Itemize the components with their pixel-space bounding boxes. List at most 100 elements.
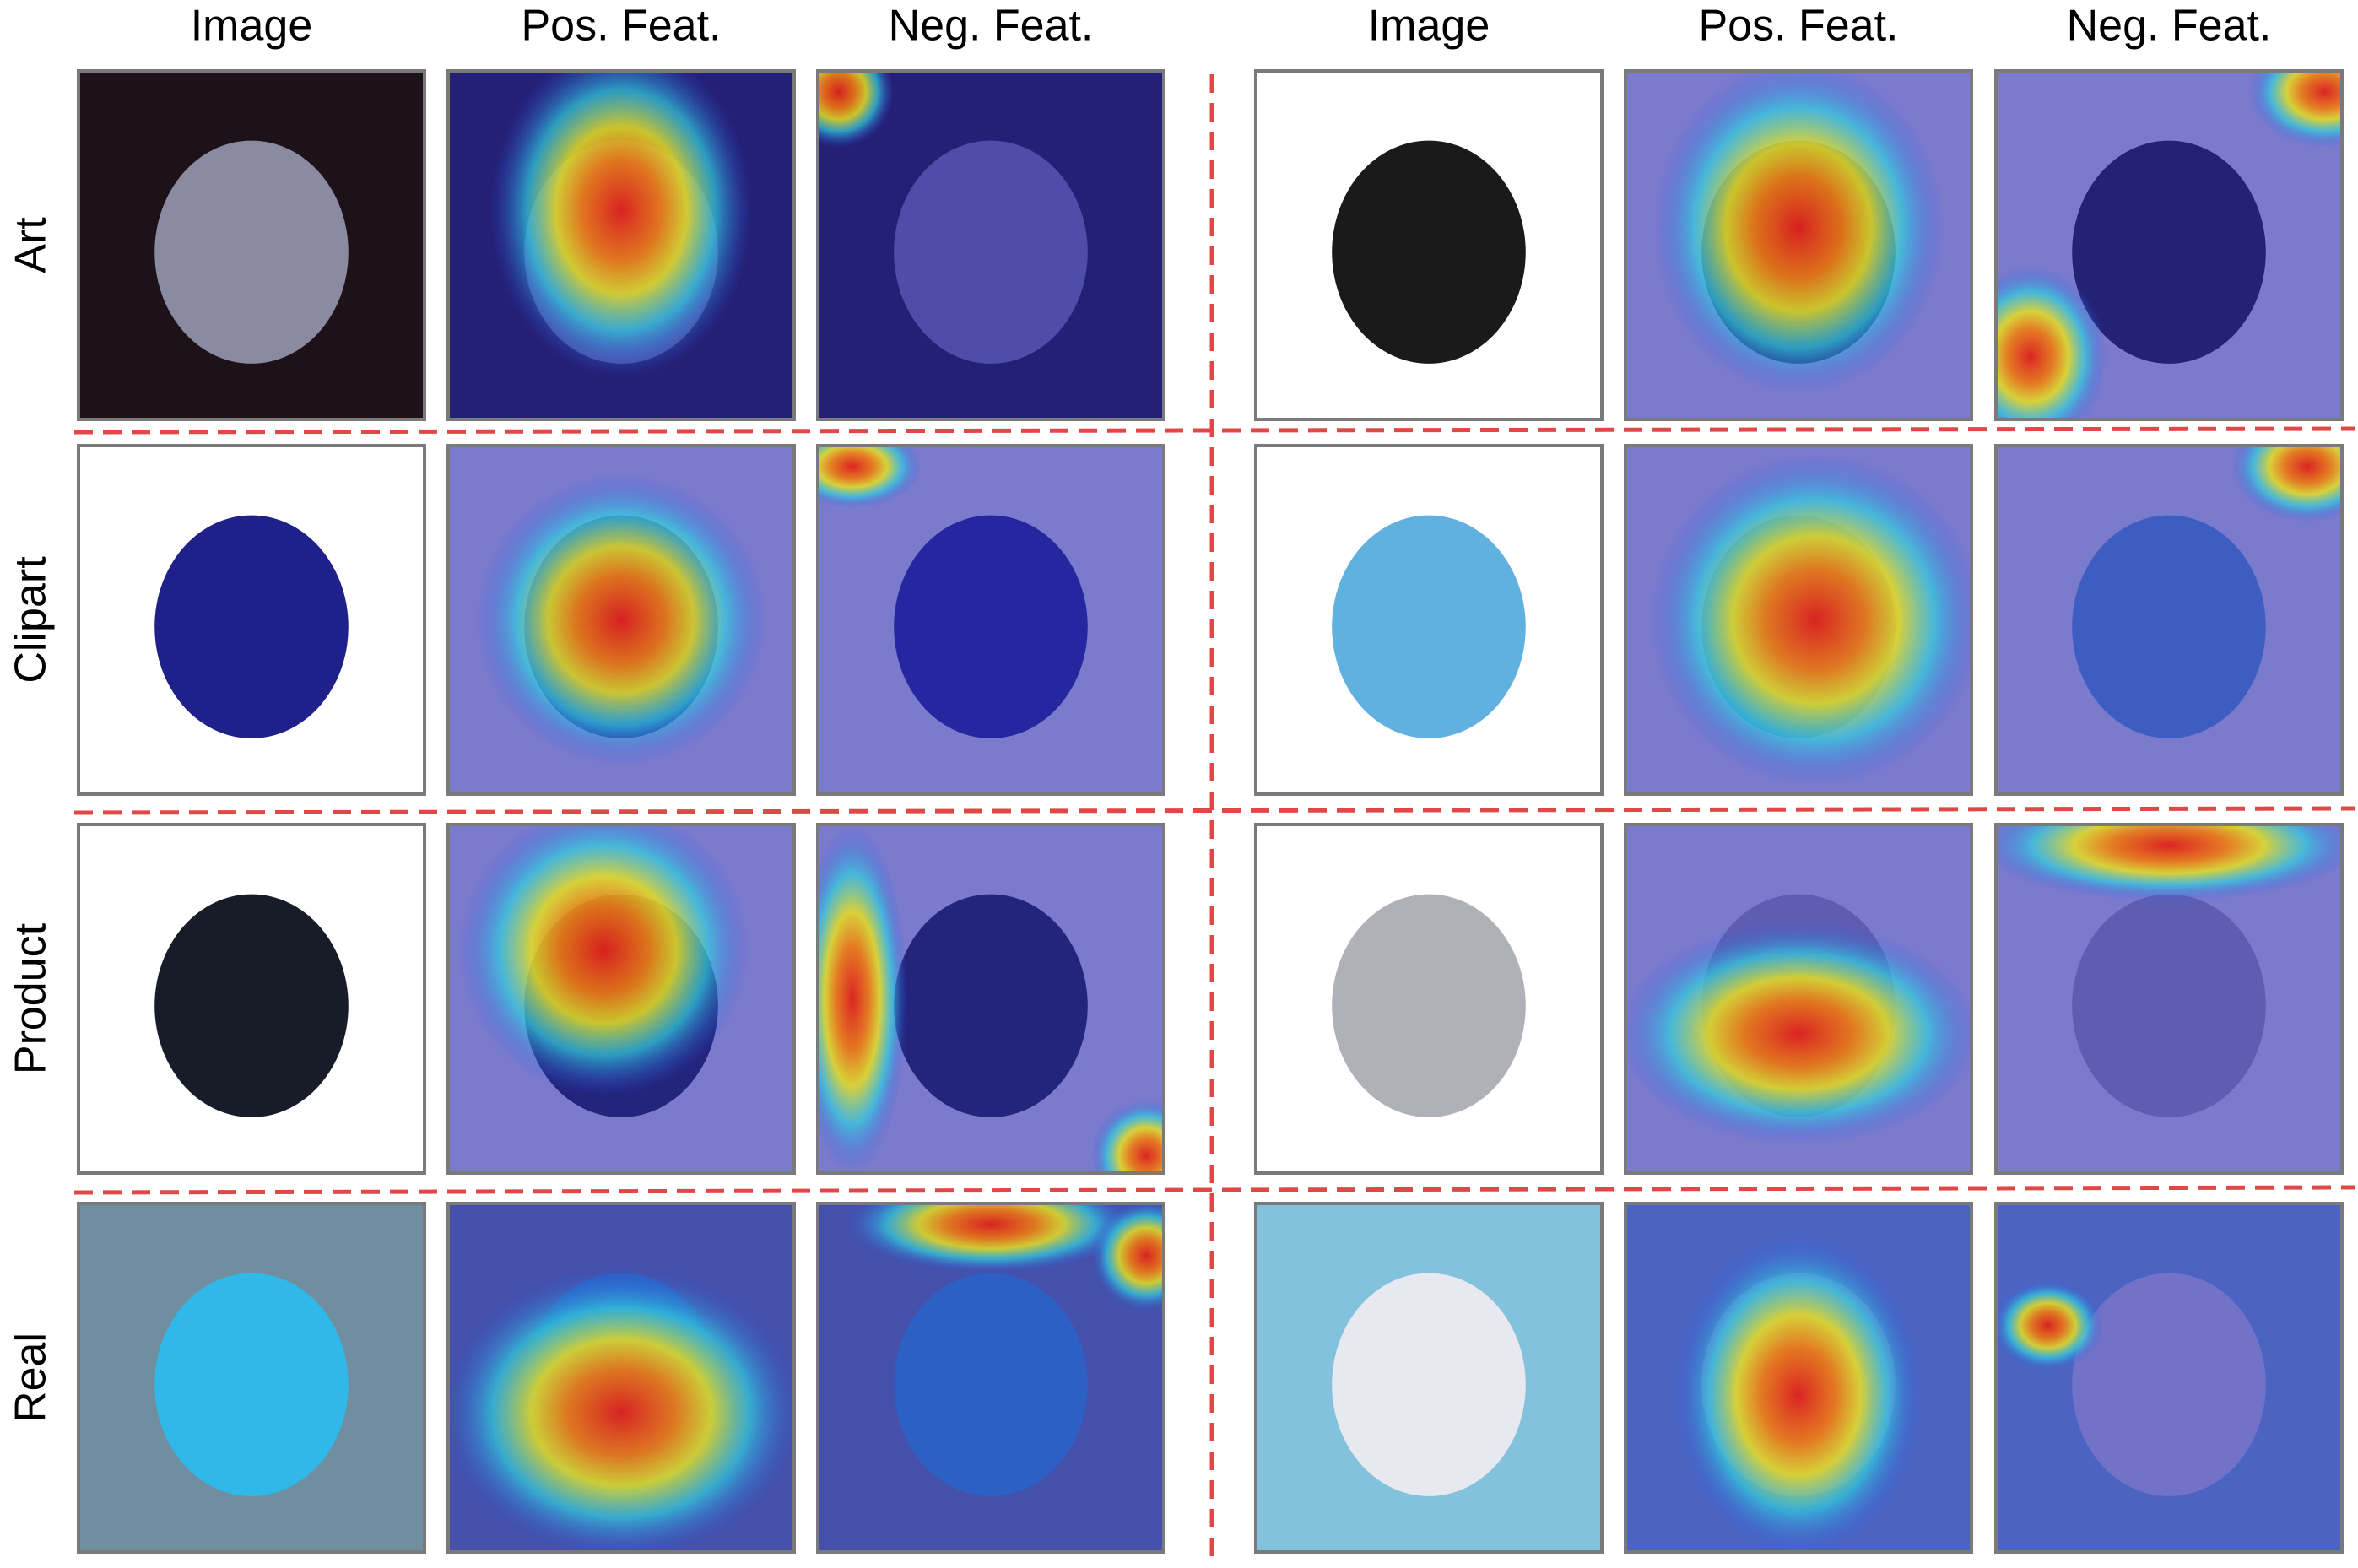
column-header: Neg. Feat. (2067, 2, 2272, 51)
panel-content (818, 71, 1164, 419)
positive-heatmap (446, 1202, 796, 1554)
panel-content (78, 1203, 425, 1552)
panel-content (1256, 71, 1602, 419)
panel-content (818, 1203, 1164, 1552)
image-panel (1254, 69, 1604, 421)
panel-border (1994, 1202, 2344, 1554)
blue-overlay (1996, 1203, 2342, 1552)
row-label: Real (7, 1333, 56, 1423)
panel-border (1624, 69, 1973, 421)
panel-content (448, 446, 794, 794)
column-header: Pos. Feat. (1699, 2, 1899, 51)
row-label: Product (7, 922, 56, 1074)
panel-content (1256, 825, 1602, 1173)
panel-object (154, 1273, 349, 1496)
panel-border (446, 444, 796, 796)
panel-border (1254, 823, 1604, 1175)
panel-object (1332, 140, 1526, 364)
panel-content (818, 825, 1164, 1173)
panel-border (816, 444, 1165, 796)
heat-spot (489, 71, 753, 378)
heat-spot (1652, 71, 1944, 396)
panel-content (1996, 825, 2342, 1173)
panel-object (154, 894, 349, 1117)
column-header: Image (1368, 2, 1490, 51)
negative-heatmap (816, 444, 1165, 796)
panel-object (1332, 894, 1526, 1117)
positive-heatmap (446, 444, 796, 796)
panel-border (1994, 444, 2344, 796)
panel-content (78, 71, 425, 419)
negative-heatmap (1994, 69, 2344, 421)
panel-object (1332, 515, 1526, 738)
panel-content (78, 825, 425, 1173)
row-separator (73, 1185, 2355, 1195)
panel-content (1996, 446, 2342, 794)
panel-border (1624, 823, 1973, 1175)
negative-heatmap (1994, 444, 2344, 796)
heat-spot (818, 825, 908, 1173)
panel-content (1625, 446, 1971, 794)
heat-spot (1996, 825, 2342, 901)
negative-heatmap (816, 1202, 1165, 1554)
panel-border (77, 69, 426, 421)
negative-heatmap (1994, 823, 2344, 1175)
panel-border (446, 823, 796, 1175)
panel-content (1625, 1203, 1971, 1552)
panel-border (446, 1202, 796, 1554)
row-label: Art (7, 217, 56, 273)
panel-content (448, 825, 794, 1173)
panel-content (448, 71, 794, 419)
image-panel (77, 823, 426, 1175)
panel-object (154, 140, 349, 364)
heat-spot (1625, 922, 1971, 1145)
panel-border (816, 1202, 1165, 1554)
panel-border (1254, 444, 1604, 796)
panel-content (818, 446, 1164, 794)
panel-border (77, 444, 426, 796)
panel-border (1994, 69, 2344, 421)
panel-object (154, 515, 349, 738)
column-header: Pos. Feat. (522, 2, 722, 51)
positive-heatmap (446, 823, 796, 1175)
image-panel (77, 1202, 426, 1554)
positive-heatmap (1624, 823, 1973, 1175)
panel-content (78, 446, 425, 794)
panel-border (816, 69, 1165, 421)
panel-border (446, 69, 796, 421)
panel-border (1254, 1202, 1604, 1554)
heat-spot (2231, 446, 2342, 522)
panel-object (1332, 1273, 1526, 1496)
panel-grid (77, 69, 2344, 1554)
image-panel (1254, 1202, 1604, 1554)
panel-content (1625, 71, 1971, 419)
panel-border (1624, 444, 1973, 796)
column-header: Image (191, 2, 313, 51)
heat-spot (818, 71, 895, 148)
panel-content (1256, 1203, 1602, 1552)
panel-border (77, 823, 426, 1175)
heat-spot (818, 446, 922, 509)
panel-content (1996, 1203, 2342, 1552)
heat-spot (1649, 452, 1971, 787)
positive-heatmap (1624, 1202, 1973, 1554)
heat-spot (448, 1266, 794, 1552)
positive-heatmap (1624, 69, 1973, 421)
column-header: Neg. Feat. (889, 2, 1094, 51)
row-separator (73, 426, 2355, 435)
negative-heatmap (1994, 1202, 2344, 1554)
image-panel (1254, 823, 1604, 1175)
heat-spot (1996, 1279, 2104, 1371)
negative-heatmap (816, 69, 1165, 421)
heat-spot (1996, 266, 2107, 419)
heat-spot (2248, 71, 2342, 148)
panel-border (816, 823, 1165, 1175)
positive-heatmap (446, 69, 796, 421)
heat-spot (475, 473, 767, 766)
image-panel (1254, 444, 1604, 796)
heat-spot (845, 1203, 1137, 1273)
panel-content (448, 1203, 794, 1552)
heat-spot (1674, 1235, 1923, 1552)
